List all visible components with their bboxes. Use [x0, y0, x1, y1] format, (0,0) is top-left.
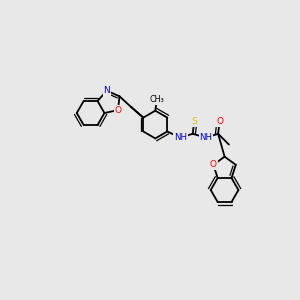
Text: CH₃: CH₃	[149, 95, 164, 104]
Text: NH: NH	[199, 133, 212, 142]
Text: O: O	[115, 106, 122, 115]
Text: O: O	[216, 117, 223, 126]
Text: O: O	[210, 160, 217, 169]
Text: NH: NH	[174, 133, 187, 142]
Text: N: N	[103, 86, 110, 95]
Text: S: S	[191, 117, 197, 126]
